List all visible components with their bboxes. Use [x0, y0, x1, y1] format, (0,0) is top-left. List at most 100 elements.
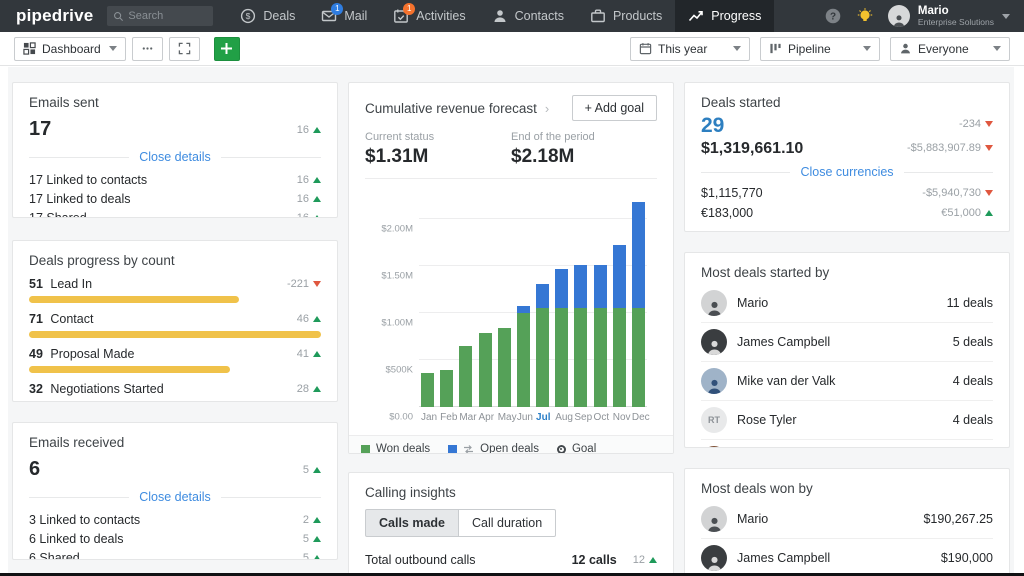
- stage-bar[interactable]: [29, 296, 239, 303]
- most-deals-won-card: Most deals won by Mario $190,267.25 James …: [684, 468, 1010, 573]
- filter-period-button[interactable]: This year: [630, 36, 750, 61]
- list-item[interactable]: James Campbell 5 deals: [701, 323, 993, 362]
- letterbox-bar: [0, 573, 1024, 576]
- list-item[interactable]: Mike van der Valk 4 deals: [701, 362, 993, 401]
- gridline: $500K: [386, 358, 647, 375]
- gridline: $1.00M: [381, 311, 647, 328]
- deals-started-card: Deals started 29 -234 $1,319,661.10 -$5,…: [684, 82, 1010, 232]
- x-axis-label: Jun: [516, 412, 533, 423]
- nav-item-activities[interactable]: 1 Activities: [380, 0, 478, 32]
- stage-label: 51 Lead In: [29, 277, 93, 291]
- pipeline-stage-row: 49 Proposal Made 41: [29, 347, 321, 373]
- bar-dec[interactable]: [631, 201, 645, 407]
- list-item[interactable]: RT Rose Tyler 4 deals: [701, 401, 993, 440]
- arrow-up-icon: [313, 516, 321, 523]
- legend-item[interactable]: Goal: [556, 443, 597, 454]
- help-icon[interactable]: ?: [824, 7, 842, 25]
- mail-icon: 1: [321, 3, 344, 24]
- right-column: Deals started 29 -234 $1,319,661.10 -$5,…: [684, 82, 1010, 573]
- bar-mar[interactable]: [459, 345, 473, 407]
- legend-item[interactable]: Won deals: [361, 443, 430, 453]
- add-report-button[interactable]: [213, 36, 240, 61]
- chevron-down-icon: [733, 46, 741, 55]
- list-item[interactable]: Artur3 deals: [701, 440, 993, 447]
- close-currencies-link[interactable]: Close currencies: [800, 165, 894, 179]
- list-item[interactable]: James Campbell $190,000: [701, 539, 993, 573]
- delta: €51,000: [941, 207, 993, 219]
- search-input[interactable]: [128, 10, 208, 22]
- nav-item-contacts[interactable]: Contacts: [479, 0, 577, 32]
- detail-label: 17 Linked to deals: [29, 191, 131, 206]
- delta: 16: [297, 193, 321, 205]
- open-segment: [631, 201, 645, 309]
- user-menu[interactable]: Mario Enterprise Solutions: [887, 5, 1010, 27]
- goal-icon: [556, 444, 566, 453]
- delta-value: 2: [302, 513, 309, 526]
- bar-jul[interactable]: [536, 283, 550, 407]
- nav-item-products[interactable]: Products: [577, 0, 675, 32]
- filter-pipeline-button[interactable]: Pipeline: [760, 36, 880, 61]
- chevron-down-icon: [1002, 13, 1010, 23]
- bar-aug[interactable]: [555, 269, 569, 407]
- delta-value: 16: [296, 173, 309, 186]
- card-title[interactable]: Cumulative revenue forecast: [365, 100, 537, 116]
- list-item[interactable]: Mario $190,267.25: [701, 500, 993, 539]
- trend-up-icon: [688, 8, 704, 24]
- deals-started-amount: $1,319,661.10: [701, 140, 804, 157]
- nav-item-deals[interactable]: $ Deals: [227, 0, 308, 32]
- forecast-chart: $0.00 $500K $1.00M $1.50M $2.00M Jan Feb Mar Ap…: [365, 179, 657, 423]
- x-axis-label: Sep: [574, 412, 593, 423]
- stage-bar[interactable]: [29, 401, 161, 402]
- stage-bar[interactable]: [29, 366, 231, 373]
- arrow-up-icon: [313, 466, 321, 473]
- detail-row: 6 Linked to deals 5: [29, 529, 321, 548]
- tab-call-duration[interactable]: Call duration: [459, 509, 557, 537]
- nav-item-progress[interactable]: Progress: [675, 0, 775, 32]
- more-options-button[interactable]: [131, 36, 163, 61]
- bar-oct[interactable]: [593, 264, 607, 407]
- pipedrive-logo[interactable]: pipedrive: [16, 6, 94, 25]
- bar-jan[interactable]: [421, 373, 434, 407]
- search-icon: [114, 11, 124, 21]
- y-axis-label: $1.00M: [381, 317, 413, 329]
- chevron-right-icon: ›: [544, 100, 550, 116]
- nav-item-label: Activities: [416, 9, 466, 23]
- delta-value: -234: [958, 118, 981, 130]
- filter-label: Pipeline: [788, 41, 831, 56]
- stage-bar[interactable]: [29, 331, 321, 338]
- bar-apr[interactable]: [478, 332, 492, 407]
- person-value: 11 deals: [946, 296, 993, 310]
- won-segment: [536, 308, 550, 407]
- bar-may[interactable]: [497, 327, 511, 407]
- global-search[interactable]: [107, 6, 214, 26]
- emails-sent-card: Emails sent 17 16 Close details 17 Linke…: [12, 82, 338, 218]
- filter-owner-button[interactable]: Everyone: [890, 36, 1010, 61]
- list-item[interactable]: Mario 11 deals: [701, 284, 993, 323]
- delta: 46: [297, 313, 321, 325]
- open-segment: [612, 244, 626, 309]
- arrow-up-icon: [985, 210, 993, 216]
- legend-item[interactable]: Open deals: [448, 443, 539, 454]
- delta-value: 5: [302, 532, 309, 545]
- card-title: Calling insights: [365, 485, 456, 500]
- fullscreen-button[interactable]: [168, 36, 200, 61]
- legend-label: Open deals: [480, 443, 539, 454]
- won-segment: [612, 308, 626, 407]
- dashboard-content: Emails sent 17 16 Close details 17 Linke…: [8, 67, 1014, 573]
- bar-feb[interactable]: [440, 370, 454, 407]
- bar-jun[interactable]: [516, 306, 530, 407]
- close-details-link[interactable]: Close details: [139, 490, 211, 504]
- ellipsis-icon: [142, 47, 153, 50]
- nav-item-mail[interactable]: 1 Mail: [308, 0, 380, 32]
- x-axis-label: Feb: [440, 412, 458, 423]
- bar-sep[interactable]: [574, 264, 588, 407]
- arrow-up-icon: [313, 386, 321, 392]
- close-details-link[interactable]: Close details: [139, 150, 211, 164]
- add-goal-button[interactable]: + Add goal: [571, 95, 657, 121]
- bar-nov[interactable]: [612, 244, 626, 407]
- tab-calls-made[interactable]: Calls made: [365, 509, 460, 537]
- dashboard-selector-button[interactable]: Dashboard: [14, 36, 126, 61]
- pipeline-stage-row: 51 Lead In -221: [29, 277, 321, 303]
- legend-label: Goal: [571, 443, 597, 454]
- suggestions-bulb-icon[interactable]: [856, 7, 874, 25]
